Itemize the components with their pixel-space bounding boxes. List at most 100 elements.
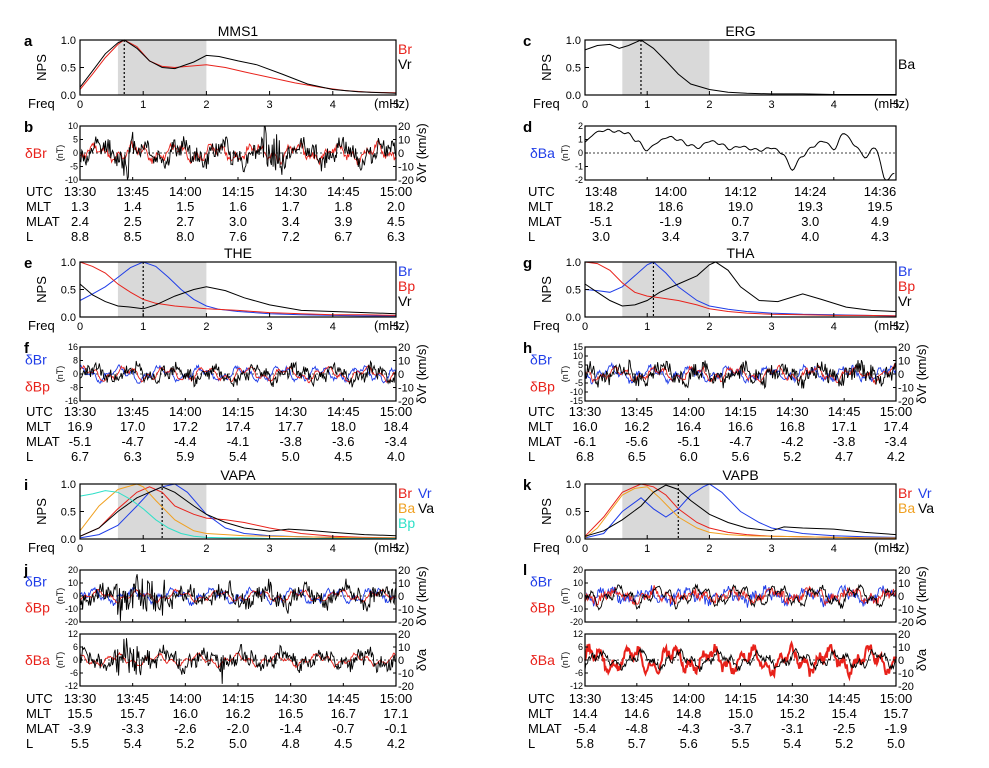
ephemeris-value: 18.4	[383, 419, 408, 434]
y-tick-label: 20	[573, 565, 583, 575]
y2-tick-label: -10	[398, 604, 414, 616]
x-tick-label: 1	[644, 99, 650, 111]
series-line-Br	[79, 39, 397, 94]
left-series-label: δBa	[530, 145, 555, 161]
ephemeris-value: 5.6	[680, 736, 698, 751]
ephemeris-value: 15:00	[880, 404, 913, 419]
ephemeris-row-label: L	[26, 229, 33, 244]
x-tick-label: 5	[393, 543, 399, 555]
x-unit-label: (mHz)	[374, 540, 409, 555]
y-tick-label: 1.0	[61, 35, 76, 47]
legend-Vr: Vr	[398, 56, 412, 72]
ephemeris-value: 17.1	[383, 706, 408, 721]
series-line-Bp	[79, 261, 397, 316]
ephemeris-row-label: L	[26, 449, 33, 464]
panel-letter: h	[523, 340, 532, 357]
y2-tick-label: 0	[898, 655, 904, 667]
y2-tick-label: 10	[898, 578, 910, 590]
ephemeris-value: 15.7	[883, 706, 908, 721]
y-tick-label: 1.0	[566, 479, 581, 491]
series-line-Br	[584, 261, 897, 317]
ephemeris-value: -5.1	[69, 434, 91, 449]
y2-tick-label: -10	[398, 668, 414, 680]
ephemeris-value: 14:45	[828, 691, 861, 706]
x-tick-label: 2	[706, 99, 712, 111]
ephemeris-value: 5.7	[628, 736, 646, 751]
legend-Ba: Ba	[398, 500, 415, 516]
series-line-Ba	[584, 39, 896, 95]
ephemeris-value: -3.7	[729, 721, 751, 736]
freq-label: Freq	[533, 318, 560, 333]
ephemeris-value: 5.5	[71, 736, 89, 751]
series-line-Ba	[584, 486, 896, 539]
series-line-Va	[584, 484, 897, 537]
ephemeris-row-label: MLAT	[528, 721, 562, 736]
ephemeris-value: 1.6	[229, 199, 247, 214]
ephemeris-value: -4.1	[227, 434, 249, 449]
y-tick-label: 2	[578, 121, 583, 131]
legend-Va: Va	[418, 500, 434, 516]
ephemeris-value: 15.2	[780, 706, 805, 721]
series-line-δVr	[80, 360, 397, 388]
ephemeris-value: 3.4	[662, 229, 680, 244]
ephemeris-value: 6.5	[628, 449, 646, 464]
ephemeris-value: 14:00	[672, 691, 705, 706]
ephemeris-value: 15:00	[380, 691, 413, 706]
ephemeris-value: -3.8	[279, 434, 301, 449]
y2-tick-label: -20	[898, 396, 914, 408]
ephemeris-row-label: MLT	[26, 199, 51, 214]
y-tick-label: 0.0	[566, 90, 581, 102]
freq-label: Freq	[28, 540, 55, 555]
ephemeris-value: 17.1	[832, 419, 857, 434]
ephemeris-value: 3.0	[229, 214, 247, 229]
y-tick-label: 6	[578, 642, 583, 652]
timeseries-panel-d: -2 -1 0 1 2 δBa (nT)	[530, 121, 897, 185]
series-line-δVa	[79, 638, 396, 684]
x-tick-label: 5	[393, 99, 399, 111]
ephemeris-value: 18.2	[588, 199, 613, 214]
ephemeris-value: 5.0	[229, 736, 247, 751]
y-tick-label: 0	[578, 148, 583, 158]
ephemeris-value: 5.5	[731, 736, 749, 751]
x-tick-label: 4	[330, 99, 336, 111]
ephemeris-value: 14:45	[327, 404, 360, 419]
ephemeris-value: -2.6	[174, 721, 196, 736]
series-line-δVr	[584, 359, 897, 390]
ephemeris-value: 5.4	[124, 736, 142, 751]
ephemeris-value: 14:12	[724, 184, 757, 199]
y-unit-label: (nT)	[560, 366, 570, 383]
y-tick-label: 5	[578, 360, 583, 370]
ephemeris-value: 7.2	[282, 229, 300, 244]
y-tick-label: -10	[570, 604, 583, 614]
panel-letter: d	[523, 119, 532, 136]
series-line-δBr	[79, 586, 397, 608]
ephemeris-value: 4.5	[387, 214, 405, 229]
ephemeris-value: 15.7	[120, 706, 145, 721]
ephemeris-row-label: UTC	[528, 184, 555, 199]
y-tick-label: 1.0	[566, 35, 581, 47]
ephemeris-value: 1.3	[71, 199, 89, 214]
ephemeris-value: 14:24	[794, 184, 827, 199]
ephemeris-value: 1.8	[334, 199, 352, 214]
y-tick-label: 1.0	[61, 479, 76, 491]
left-series-label: δBr	[530, 351, 552, 367]
right-axis-label: δVr (km/s)	[414, 123, 429, 182]
ephemeris-value: 6.8	[576, 449, 594, 464]
series-line-Vr	[584, 483, 897, 539]
ephemeris-value: -2.5	[833, 721, 855, 736]
ephemeris-row-label: MLAT	[26, 214, 60, 229]
ephemeris-value: 16.6	[728, 419, 753, 434]
ephemeris-value: 18.0	[331, 419, 356, 434]
ephemeris-value: -3.6	[332, 434, 354, 449]
series-line-Vr	[79, 39, 397, 94]
ephemeris-value: 3.0	[801, 214, 819, 229]
y2-tick-label: -20	[898, 681, 914, 693]
y-tick-label: -6	[575, 668, 583, 678]
y-tick-label: -16	[65, 396, 78, 406]
ephemeris-value: -4.2	[781, 434, 803, 449]
y2-tick-label: 10	[398, 356, 410, 368]
